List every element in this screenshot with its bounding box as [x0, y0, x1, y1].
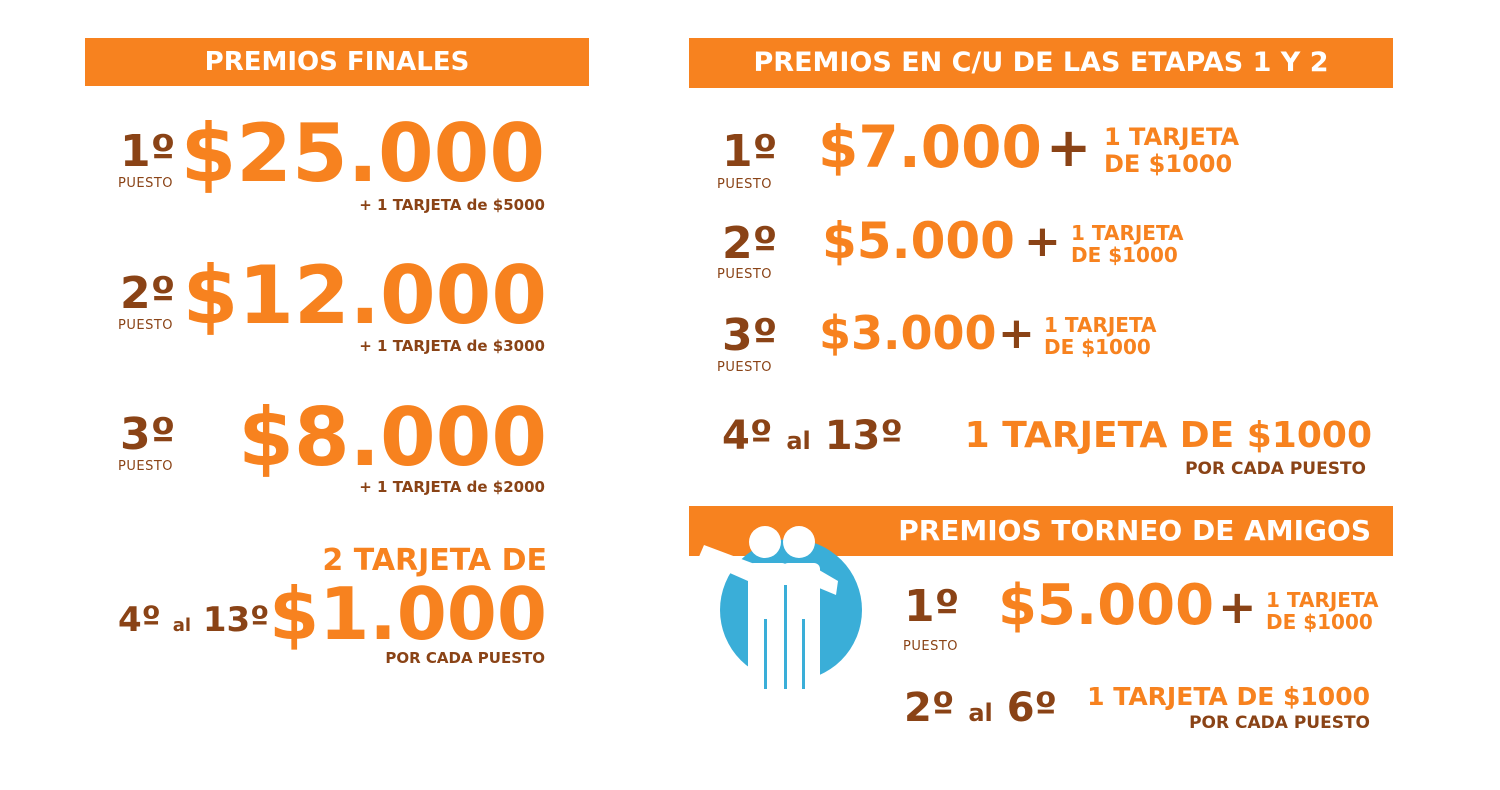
right-card-3b: DE $1000 [1044, 335, 1151, 359]
left-extra-1: + 1 TARJETA de $5000 [359, 196, 545, 214]
right-puesto-1: PUESTO [717, 177, 772, 192]
left-rank-2: 2º [120, 268, 176, 319]
left-extra-3: + 1 TARJETA de $2000 [359, 478, 545, 496]
friends-p2-rank-from: 2º [904, 685, 955, 731]
friends-p2-extra: POR CADA PUESTO [1189, 713, 1370, 733]
left-puesto-2: PUESTO [118, 318, 173, 333]
left-p4-label: 2 TARJETA DE [322, 543, 547, 578]
right-amount-1: $7.000 [818, 113, 1042, 181]
right-rank-3: 3º [722, 310, 778, 361]
right-plus-3: + [998, 308, 1035, 359]
left-p4-rank-from: 4º [118, 600, 161, 640]
right-p4-rank-to: 13º [824, 413, 903, 459]
right-card-2a: 1 TARJETA [1071, 221, 1184, 245]
right-card-1b: DE $1000 [1104, 150, 1233, 178]
friends-card-1a: 1 TARJETA [1266, 588, 1379, 612]
left-puesto-1: PUESTO [118, 176, 173, 191]
right-amount-3: $3.000 [819, 306, 997, 360]
final-prizes-header: PREMIOS FINALES [85, 38, 589, 86]
left-p4-rank-to: 13º [202, 600, 270, 640]
left-p4-extra: POR CADA PUESTO [385, 649, 545, 667]
right-p4-extra: POR CADA PUESTO [1185, 459, 1366, 479]
stage-prizes-header: PREMIOS EN C/U DE LAS ETAPAS 1 Y 2 [689, 38, 1393, 88]
friends-plus-1: + [1218, 580, 1257, 634]
friends-p2-rank-to: 6º [1006, 685, 1058, 731]
friends-card-1b: DE $1000 [1266, 610, 1373, 634]
right-amount-2: $5.000 [822, 212, 1015, 270]
left-p4-amount: $1.000 [269, 572, 547, 656]
right-p4-rank-from: 4º [722, 413, 773, 459]
friends-amount-1: $5.000 [998, 573, 1215, 638]
right-puesto-3: PUESTO [717, 360, 772, 375]
right-rank-1: 1º [722, 126, 778, 177]
friends-puesto-1: PUESTO [903, 639, 958, 654]
right-puesto-2: PUESTO [717, 267, 772, 282]
right-plus-2: + [1024, 216, 1061, 267]
left-p4-al: al [172, 615, 192, 636]
friends-icon [698, 526, 862, 689]
right-rank-2: 2º [722, 218, 778, 269]
friends-rank-1: 1º [904, 581, 960, 632]
friends-p2-prize: 1 TARJETA DE $1000 [1087, 682, 1370, 711]
left-amount-3: $8.000 [238, 391, 547, 484]
right-p4-ranks: 4º al 13º [722, 412, 903, 465]
right-card-3a: 1 TARJETA [1044, 313, 1157, 337]
friends-p2-al: al [968, 699, 993, 727]
left-amount-1: $25.000 [180, 107, 545, 200]
right-card-1a: 1 TARJETA [1104, 123, 1240, 151]
left-amount-2: $12.000 [182, 249, 547, 342]
left-p4-ranks: 4º al 13º [118, 600, 269, 646]
left-rank-1: 1º [120, 126, 176, 177]
left-puesto-3: PUESTO [118, 459, 173, 474]
right-p4-al: al [786, 427, 811, 455]
right-plus-1: + [1046, 116, 1092, 179]
left-rank-3: 3º [120, 409, 176, 460]
friends-p2-ranks: 2º al 6º [904, 684, 1057, 737]
right-p4-prize: 1 TARJETA DE $1000 [964, 415, 1372, 456]
left-extra-2: + 1 TARJETA de $3000 [359, 337, 545, 355]
right-card-2b: DE $1000 [1071, 243, 1178, 267]
